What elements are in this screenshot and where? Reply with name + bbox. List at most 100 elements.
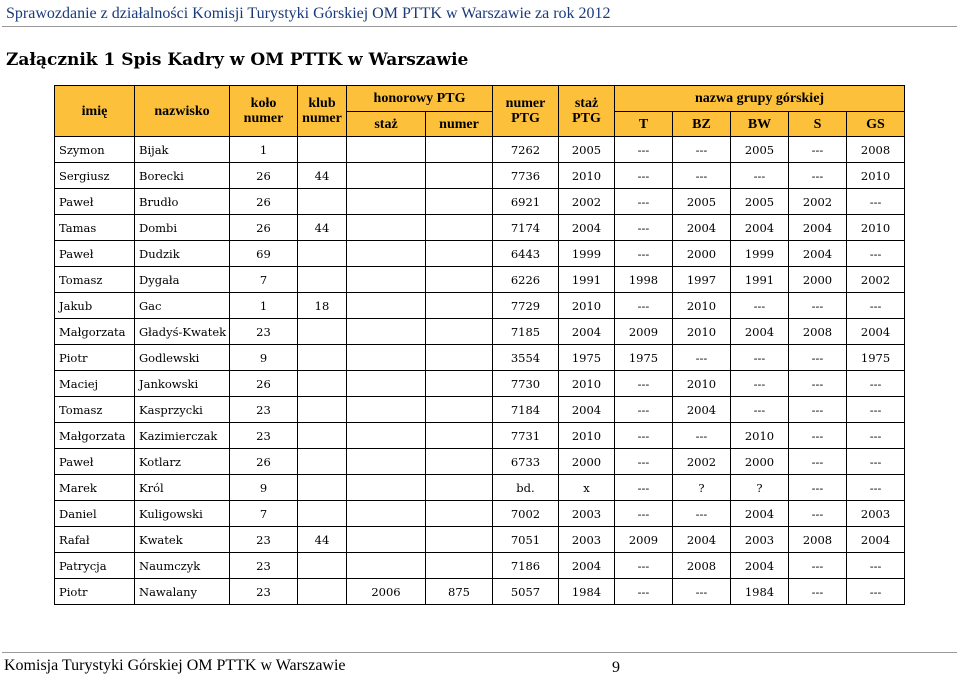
table-cell (346, 422, 426, 449)
table-cell: 23 (229, 422, 298, 449)
table-cell: --- (730, 370, 789, 397)
table-row: Piotr Godlewski 9 3554 1975 1975 --- --- --- 1975 (54, 344, 906, 371)
table-cell: bd. (492, 474, 559, 501)
table-cell: 2004 (788, 240, 847, 267)
table-cell: --- (730, 344, 789, 371)
table-cell: --- (788, 474, 847, 501)
table-cell: --- (845, 240, 906, 267)
col-header-numer-ptg: numer PTG (492, 85, 559, 137)
table-cell: 23 (229, 526, 298, 553)
table-cell: Godlewski (134, 344, 230, 371)
table-cell: 2010 (558, 370, 615, 397)
col-header-honorowy: honorowy PTG (346, 85, 493, 112)
table-cell: Tomasz (54, 266, 135, 293)
table-cell: 2008 (845, 136, 906, 163)
table-cell: Dygała (134, 266, 230, 293)
table-cell: 2004 (845, 318, 906, 345)
table-cell: 3554 (492, 344, 559, 371)
table-cell: Tamas (54, 214, 135, 241)
table-cell: --- (845, 188, 906, 215)
col-header-nazwisko: nazwisko (134, 85, 230, 137)
table-cell (297, 474, 347, 501)
table-cell: 1999 (558, 240, 615, 267)
table-cell: 2006 (346, 578, 426, 605)
table-cell: 7051 (492, 526, 559, 553)
table-cell: 2004 (788, 214, 847, 241)
table-cell: --- (788, 552, 847, 579)
footer-text: Komisja Turystyki Górskiej OM PTTK w War… (4, 657, 346, 674)
table-cell: 23 (229, 578, 298, 605)
table-cell: 2004 (730, 552, 789, 579)
table-cell: 2008 (788, 318, 847, 345)
table-cell: --- (788, 578, 847, 605)
table-cell (425, 422, 493, 449)
table-cell: Jankowski (134, 370, 230, 397)
table-cell: Daniel (54, 500, 135, 527)
table-cell: Bijak (134, 136, 230, 163)
table-cell: 2005 (730, 136, 789, 163)
table-cell: --- (672, 162, 731, 189)
col-header-kolo: koło numer (229, 85, 298, 137)
table-cell: 2004 (730, 214, 789, 241)
table-cell: --- (672, 344, 731, 371)
col-header-honorowy-numer: numer (425, 111, 493, 137)
table-cell: 2004 (672, 396, 731, 423)
table-cell (346, 396, 426, 423)
table-body: Szymon Bijak 1 7262 2005 --- --- 2005 --- 2008 Ser… (54, 136, 906, 605)
table-cell: 9 (229, 474, 298, 501)
table-cell (346, 188, 426, 215)
table-cell: 2000 (672, 240, 731, 267)
table-cell: 2004 (558, 396, 615, 423)
table-cell: --- (614, 578, 673, 605)
table-cell: --- (730, 292, 789, 319)
table-row: Piotr Nawalany 23 2006 875 5057 1984 --- --- 1984… (54, 578, 906, 605)
table-cell (425, 526, 493, 553)
table-cell: --- (845, 292, 906, 319)
table-row: Patrycja Naumczyk 23 7186 2004 --- 2008 2004 ---… (54, 552, 906, 579)
table-row: Rafał Kwatek 23 44 7051 2003 2009 2004 2003 2008 2… (54, 526, 906, 553)
table-row: Daniel Kuligowski 7 7002 2003 --- --- 2004 --- 20… (54, 500, 906, 527)
table-cell: --- (614, 188, 673, 215)
table-cell: 2002 (558, 188, 615, 215)
table-cell: 2010 (845, 162, 906, 189)
table-cell: 2009 (614, 526, 673, 553)
table-cell (346, 552, 426, 579)
table-cell: 2009 (614, 318, 673, 345)
table-cell: 7174 (492, 214, 559, 241)
table-cell (297, 422, 347, 449)
col-header-staz-ptg: staż PTG (558, 85, 615, 137)
table-cell: 2005 (730, 188, 789, 215)
table-cell: 26 (229, 162, 298, 189)
table-cell: 2003 (730, 526, 789, 553)
table-row: Maciej Jankowski 26 7730 2010 --- 2010 --- --- --… (54, 370, 906, 397)
table-row: Marek Król 9 bd. x ---?? --- --- (54, 474, 906, 501)
table-cell: 2010 (672, 318, 731, 345)
table-cell: --- (845, 370, 906, 397)
table-cell: 2002 (845, 266, 906, 293)
table-cell: 1975 (558, 344, 615, 371)
table-cell: 2010 (558, 162, 615, 189)
table-cell: --- (614, 552, 673, 579)
table-cell: --- (614, 422, 673, 449)
table-cell: Tomasz (54, 396, 135, 423)
table-cell (425, 396, 493, 423)
table-cell (297, 266, 347, 293)
table-cell (297, 344, 347, 371)
table-cell: Dudzik (134, 240, 230, 267)
table-cell: 7736 (492, 162, 559, 189)
table-cell (346, 474, 426, 501)
table-cell: Sergiusz (54, 162, 135, 189)
table-row: Paweł Kotlarz 26 6733 2000 --- 2002 2000 --- --- (54, 448, 906, 475)
table-cell: Gładyś-Kwatek (134, 318, 230, 345)
document-title: Załącznik 1 Spis Kadry w OM PTTK w Warsz… (6, 50, 469, 70)
table-cell: Rafał (54, 526, 135, 553)
table-cell: 9 (229, 344, 298, 371)
table-cell: ? (672, 474, 731, 501)
table-cell: 2010 (558, 292, 615, 319)
table-cell: 1984 (730, 578, 789, 605)
table-cell: ? (730, 474, 789, 501)
table-cell: 2005 (672, 188, 731, 215)
table-cell: 1998 (614, 266, 673, 293)
table-cell (346, 370, 426, 397)
table-cell: --- (788, 292, 847, 319)
